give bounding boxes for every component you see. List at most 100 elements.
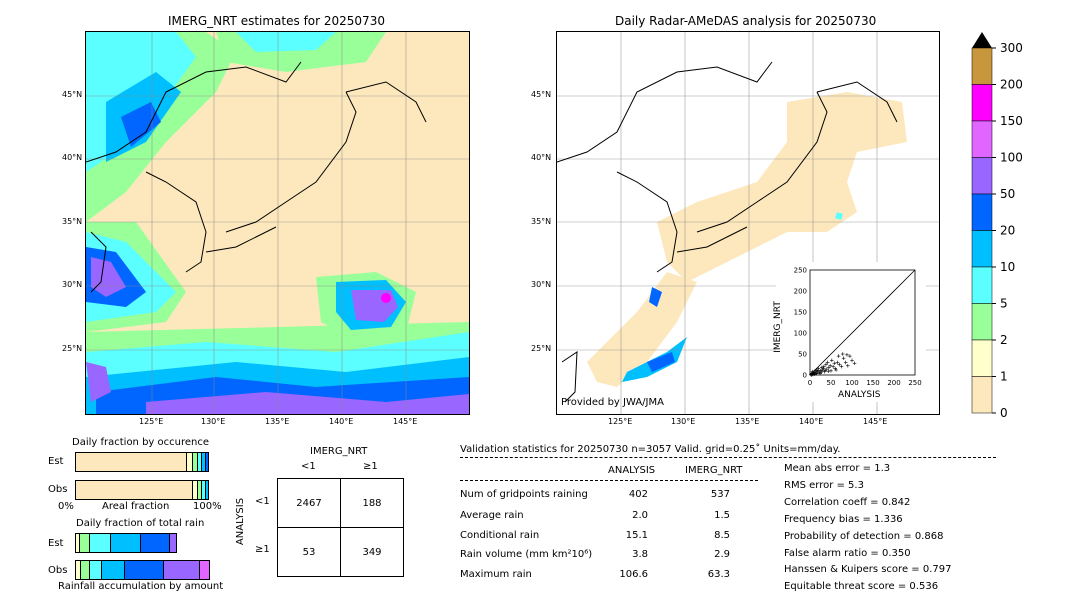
scatter-point bbox=[834, 368, 838, 372]
left-lat-label-45: 45°N bbox=[62, 90, 83, 99]
validation-col-analysis: ANALYSIS bbox=[608, 465, 656, 476]
scatter-point bbox=[843, 360, 848, 365]
validation-row-imerg: 63.3 bbox=[707, 569, 730, 580]
colorbar-label: 0 bbox=[1000, 406, 1008, 420]
scatter-x-tick: 50 bbox=[827, 379, 836, 387]
left-map-canvas bbox=[86, 32, 469, 414]
validation-row-label: Conditional rain bbox=[460, 530, 540, 541]
scatter-x-tick: 250 bbox=[908, 379, 921, 387]
score-far: False alarm ratio = 0.350 bbox=[784, 548, 911, 559]
scatter-point bbox=[824, 362, 828, 367]
score-pod: Probability of detection = 0.868 bbox=[784, 531, 944, 542]
validation-header: Validation statistics for 20250730 n=305… bbox=[460, 444, 841, 455]
colorbar: 300 200 150 100 50 20 10 5 2 1 0 bbox=[970, 30, 1030, 420]
scatter-x-tick: 150 bbox=[866, 379, 879, 387]
colorbar-segment bbox=[971, 120, 993, 158]
right-lat-label-30: 30°N bbox=[531, 280, 552, 289]
score-rms-error: RMS error = 5.3 bbox=[784, 480, 864, 491]
occurrence-bar-est bbox=[75, 452, 209, 472]
occurrence-title: Daily fraction by occurence bbox=[72, 437, 210, 448]
contingency-col-lt: <1 bbox=[301, 461, 316, 472]
occurrence-row-obs: Obs bbox=[48, 484, 68, 495]
contingency-cell-a: 2467 bbox=[277, 478, 341, 528]
validation-row-analysis: 15.1 bbox=[625, 530, 648, 541]
right-map bbox=[556, 31, 940, 415]
score-ets: Equitable threat score = 0.536 bbox=[784, 581, 939, 592]
total-rain-bar-obs bbox=[75, 560, 210, 580]
right-map-canvas bbox=[557, 32, 939, 414]
validation-row-imerg: 8.5 bbox=[714, 530, 730, 541]
validation-row-analysis: 3.8 bbox=[632, 549, 648, 560]
colorbar-label: 1 bbox=[1000, 370, 1008, 384]
scatter-point bbox=[814, 371, 819, 376]
scatter-y-tick: 150 bbox=[794, 309, 807, 317]
scatter-point bbox=[831, 364, 835, 369]
scatter-point bbox=[845, 353, 849, 357]
scatter-y-tick: 50 bbox=[798, 351, 807, 359]
right-lat-label-45: 45°N bbox=[531, 90, 552, 99]
scatter-point bbox=[819, 370, 824, 374]
validation-col-imerg: IMERG_NRT bbox=[685, 465, 743, 476]
colorbar-label: 100 bbox=[1000, 151, 1023, 165]
scatter-y-tick: 250 bbox=[794, 267, 807, 275]
validation-row-label: Average rain bbox=[460, 510, 524, 521]
right-lat-label-25: 25°N bbox=[531, 344, 552, 353]
colorbar-segment bbox=[971, 157, 993, 195]
total-rain-xlabel: Rainfall accumulation by amount bbox=[58, 581, 224, 592]
colorbar-label: 50 bbox=[1000, 187, 1015, 201]
scatter-ylabel: IMERG_NRT bbox=[772, 301, 783, 353]
scatter-y-tick: 0 bbox=[803, 372, 807, 380]
colorbar-segment bbox=[971, 84, 993, 122]
colorbar-segment bbox=[971, 193, 993, 231]
contingency-title: IMERG_NRT bbox=[310, 446, 368, 457]
validation-row-imerg: 2.9 bbox=[714, 549, 730, 560]
validation-row-imerg: 537 bbox=[710, 489, 730, 500]
scatter-point bbox=[828, 363, 832, 368]
scatter-point bbox=[830, 358, 834, 363]
left-lat-label-40: 40°N bbox=[62, 153, 83, 162]
scatter-diagonal bbox=[809, 269, 916, 376]
colorbar-label: 150 bbox=[1000, 114, 1023, 128]
scatter-y-tick: 100 bbox=[794, 330, 807, 338]
scatter-y-tick: 200 bbox=[794, 288, 807, 296]
left-lat-label-30: 30°N bbox=[62, 280, 83, 289]
scatter-point bbox=[823, 368, 827, 373]
scatter-x-tick: 100 bbox=[845, 379, 858, 387]
validation-row-analysis: 402 bbox=[628, 489, 648, 500]
colorbar-segment bbox=[971, 376, 993, 414]
left-lon-label-135: 135°E bbox=[265, 417, 290, 426]
colorbar-segment bbox=[971, 47, 993, 85]
scatter-x-tick: 200 bbox=[887, 379, 900, 387]
right-lon-label-140: 140°E bbox=[799, 417, 824, 426]
colorbar-label: 10 bbox=[1000, 260, 1015, 274]
scatter-point bbox=[816, 368, 820, 373]
scatter-point bbox=[852, 361, 857, 366]
validation-row-imerg: 1.5 bbox=[714, 510, 730, 521]
colorbar-label: 2 bbox=[1000, 333, 1008, 347]
left-lat-label-35: 35°N bbox=[62, 217, 83, 226]
right-lon-label-125: 125°E bbox=[608, 417, 633, 426]
score-hk: Hanssen & Kuipers score = 0.797 bbox=[784, 564, 952, 575]
total-rain-row-est: Est bbox=[48, 538, 64, 549]
occurrence-xlabel: Areal fraction bbox=[102, 501, 170, 512]
contingency-row-ge: ≥1 bbox=[255, 544, 270, 555]
right-lon-label-145: 145°E bbox=[863, 417, 888, 426]
contingency-col-ge: ≥1 bbox=[363, 461, 378, 472]
contingency-table: 2467 188 53 349 bbox=[277, 478, 404, 577]
validation-row-label: Maximum rain bbox=[460, 569, 532, 580]
scatter-point bbox=[840, 352, 845, 356]
colorbar-label: 20 bbox=[1000, 224, 1015, 238]
left-lat-label-25: 25°N bbox=[62, 344, 83, 353]
scatter-point bbox=[819, 365, 824, 370]
scatter-point bbox=[839, 364, 844, 369]
left-map bbox=[85, 31, 470, 415]
validation-row-analysis: 106.6 bbox=[619, 569, 648, 580]
contingency-cell-b: 188 bbox=[340, 478, 404, 528]
total-rain-row-obs: Obs bbox=[48, 565, 68, 576]
contingency-cell-d: 349 bbox=[340, 527, 404, 577]
scatter-inset: 0 0 50 50 100 100 150 150 200 200 250 250 bbox=[776, 262, 926, 402]
scatter-point bbox=[850, 358, 854, 363]
validation-row-analysis: 2.0 bbox=[632, 510, 648, 521]
left-lon-label-140: 140°E bbox=[329, 417, 354, 426]
